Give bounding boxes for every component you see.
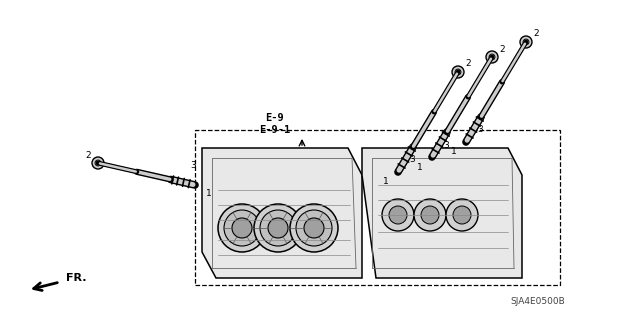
Circle shape bbox=[290, 204, 338, 252]
Text: 1: 1 bbox=[383, 177, 389, 187]
Text: 1: 1 bbox=[451, 147, 457, 157]
Circle shape bbox=[254, 204, 302, 252]
Bar bbox=[195, 130, 560, 285]
Circle shape bbox=[218, 204, 266, 252]
Text: SJA4E0500B: SJA4E0500B bbox=[511, 298, 565, 307]
Circle shape bbox=[520, 36, 532, 48]
Polygon shape bbox=[202, 148, 362, 278]
Text: E-9: E-9 bbox=[266, 113, 284, 123]
Circle shape bbox=[452, 66, 464, 78]
Text: 1: 1 bbox=[206, 189, 212, 197]
Text: 2: 2 bbox=[533, 29, 539, 39]
Circle shape bbox=[523, 39, 529, 45]
Text: 2: 2 bbox=[465, 60, 471, 69]
Circle shape bbox=[260, 210, 296, 246]
Circle shape bbox=[389, 206, 407, 224]
Circle shape bbox=[414, 199, 446, 231]
Text: 3: 3 bbox=[443, 140, 449, 150]
Circle shape bbox=[95, 160, 101, 166]
Text: 2: 2 bbox=[499, 44, 505, 54]
Text: 3: 3 bbox=[409, 155, 415, 165]
Polygon shape bbox=[362, 148, 522, 278]
Circle shape bbox=[486, 51, 498, 63]
Circle shape bbox=[489, 54, 495, 60]
Text: 3: 3 bbox=[477, 125, 483, 135]
Circle shape bbox=[382, 199, 414, 231]
Circle shape bbox=[296, 210, 332, 246]
Text: 3: 3 bbox=[190, 160, 196, 169]
Text: E-9-1: E-9-1 bbox=[259, 125, 291, 135]
Circle shape bbox=[453, 206, 471, 224]
Circle shape bbox=[446, 199, 478, 231]
Circle shape bbox=[455, 69, 461, 75]
Text: FR.: FR. bbox=[66, 273, 86, 283]
Text: 1: 1 bbox=[417, 162, 423, 172]
Circle shape bbox=[268, 218, 288, 238]
Circle shape bbox=[421, 206, 439, 224]
Circle shape bbox=[304, 218, 324, 238]
Circle shape bbox=[92, 157, 104, 169]
Circle shape bbox=[232, 218, 252, 238]
Text: 2: 2 bbox=[85, 151, 91, 160]
Circle shape bbox=[224, 210, 260, 246]
